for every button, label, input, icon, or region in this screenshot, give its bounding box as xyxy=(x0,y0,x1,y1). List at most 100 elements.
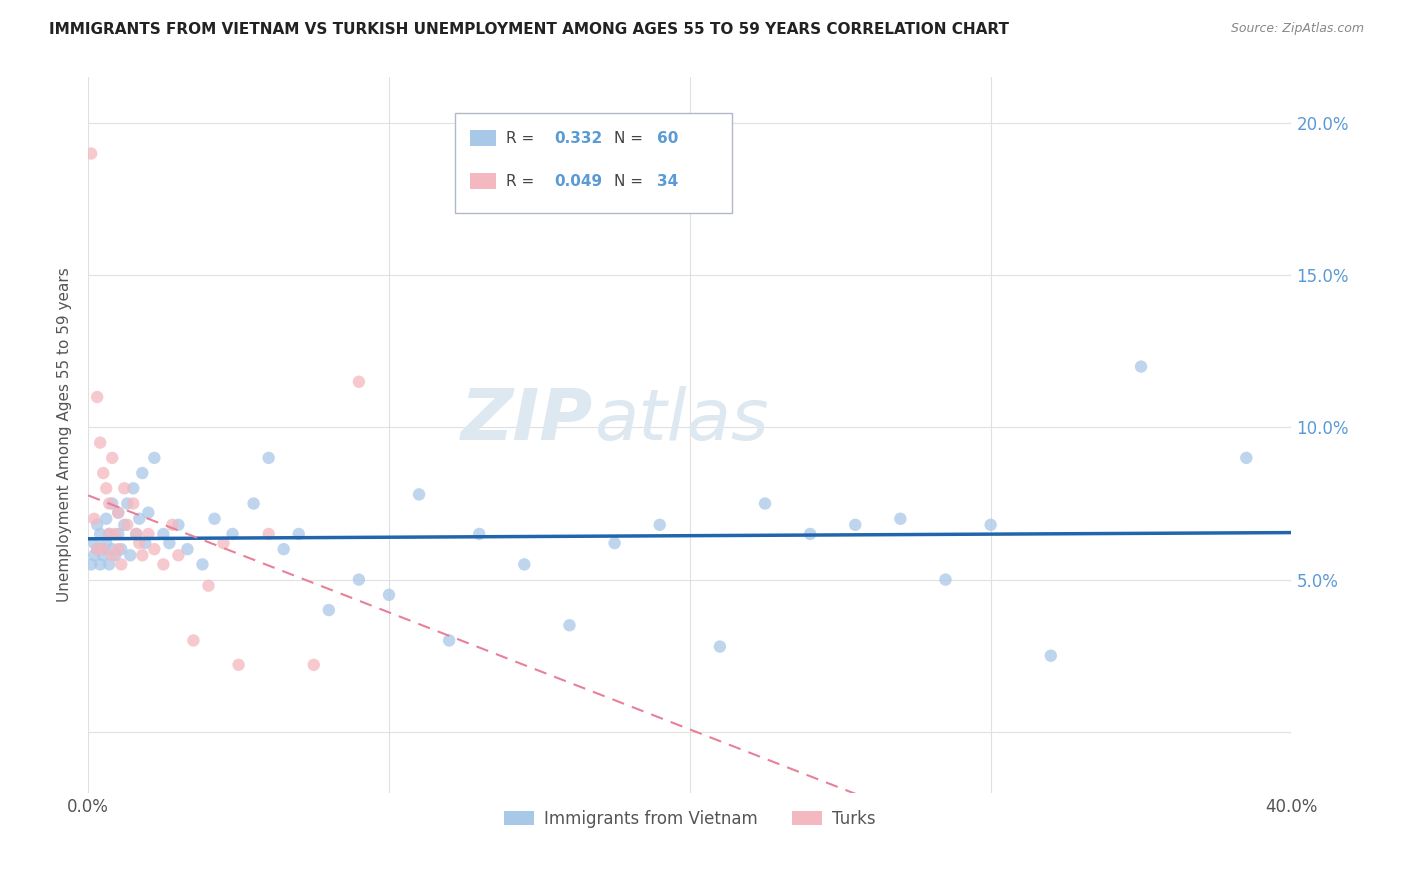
Point xyxy=(128,536,150,550)
Point xyxy=(143,542,166,557)
Point xyxy=(273,542,295,557)
Point xyxy=(131,548,153,562)
Text: 0.332: 0.332 xyxy=(554,131,602,145)
Point xyxy=(98,558,121,572)
Text: ZIP: ZIP xyxy=(461,386,593,455)
Point xyxy=(110,542,132,557)
Point xyxy=(1039,648,1062,663)
Point xyxy=(143,450,166,465)
Point xyxy=(378,588,401,602)
Point xyxy=(86,542,108,557)
Point xyxy=(128,512,150,526)
Point xyxy=(162,517,184,532)
Point xyxy=(347,375,370,389)
Text: 0.049: 0.049 xyxy=(554,174,602,188)
Point xyxy=(934,573,956,587)
Point xyxy=(125,527,148,541)
Point xyxy=(117,496,139,510)
Point xyxy=(191,558,214,572)
Point xyxy=(112,517,135,532)
Point xyxy=(80,558,103,572)
Point xyxy=(134,536,156,550)
Point xyxy=(157,536,180,550)
Point xyxy=(107,506,129,520)
Point xyxy=(96,512,118,526)
Point xyxy=(122,481,145,495)
Point xyxy=(89,435,111,450)
Point xyxy=(117,517,139,532)
Point xyxy=(167,517,190,532)
Point xyxy=(107,506,129,520)
Point xyxy=(89,527,111,541)
Point xyxy=(513,558,536,572)
Point xyxy=(221,527,243,541)
Point xyxy=(302,657,325,672)
Text: 34: 34 xyxy=(658,174,679,188)
Point xyxy=(889,512,911,526)
Point xyxy=(318,603,340,617)
Point xyxy=(96,536,118,550)
Point xyxy=(107,527,129,541)
Point xyxy=(1130,359,1153,374)
Point xyxy=(120,548,142,562)
Point xyxy=(1234,450,1257,465)
Point xyxy=(408,487,430,501)
Point xyxy=(83,512,105,526)
Point xyxy=(98,496,121,510)
Point xyxy=(228,657,250,672)
Point xyxy=(799,527,821,541)
Text: N =: N = xyxy=(614,174,648,188)
Point xyxy=(242,496,264,510)
Point xyxy=(91,542,114,557)
Point xyxy=(152,527,174,541)
Point xyxy=(754,496,776,510)
Point xyxy=(468,527,491,541)
Legend: Immigrants from Vietnam, Turks: Immigrants from Vietnam, Turks xyxy=(498,803,882,834)
Point xyxy=(83,536,105,550)
Point xyxy=(603,536,626,550)
Point xyxy=(844,517,866,532)
Point xyxy=(212,536,235,550)
Text: IMMIGRANTS FROM VIETNAM VS TURKISH UNEMPLOYMENT AMONG AGES 55 TO 59 YEARS CORREL: IMMIGRANTS FROM VIETNAM VS TURKISH UNEMP… xyxy=(49,22,1010,37)
Point xyxy=(257,450,280,465)
Point xyxy=(86,517,108,532)
Point xyxy=(89,558,111,572)
Point xyxy=(257,527,280,541)
Point xyxy=(101,548,124,562)
Point xyxy=(204,512,226,526)
Bar xyxy=(470,173,496,189)
Point xyxy=(91,466,114,480)
Point xyxy=(167,548,190,562)
Point xyxy=(101,496,124,510)
Text: Source: ZipAtlas.com: Source: ZipAtlas.com xyxy=(1230,22,1364,36)
Point xyxy=(197,579,219,593)
Point xyxy=(86,390,108,404)
Point xyxy=(91,548,114,562)
Point xyxy=(558,618,581,632)
Point xyxy=(112,481,135,495)
Point xyxy=(101,450,124,465)
Point xyxy=(136,506,159,520)
Point xyxy=(648,517,671,532)
Point xyxy=(107,542,129,557)
Point xyxy=(104,527,127,541)
Point xyxy=(980,517,1002,532)
FancyBboxPatch shape xyxy=(456,113,733,213)
Point xyxy=(136,527,159,541)
Point xyxy=(183,633,205,648)
Point xyxy=(80,146,103,161)
Point xyxy=(96,481,118,495)
Bar xyxy=(470,130,496,146)
Point xyxy=(347,573,370,587)
Text: 60: 60 xyxy=(658,131,679,145)
Point xyxy=(709,640,731,654)
Point xyxy=(98,527,121,541)
Text: atlas: atlas xyxy=(593,386,768,455)
Point xyxy=(437,633,460,648)
Text: R =: R = xyxy=(506,131,538,145)
Point xyxy=(86,542,108,557)
Point xyxy=(110,558,132,572)
Point xyxy=(287,527,309,541)
Point xyxy=(125,527,148,541)
Point xyxy=(101,542,124,557)
